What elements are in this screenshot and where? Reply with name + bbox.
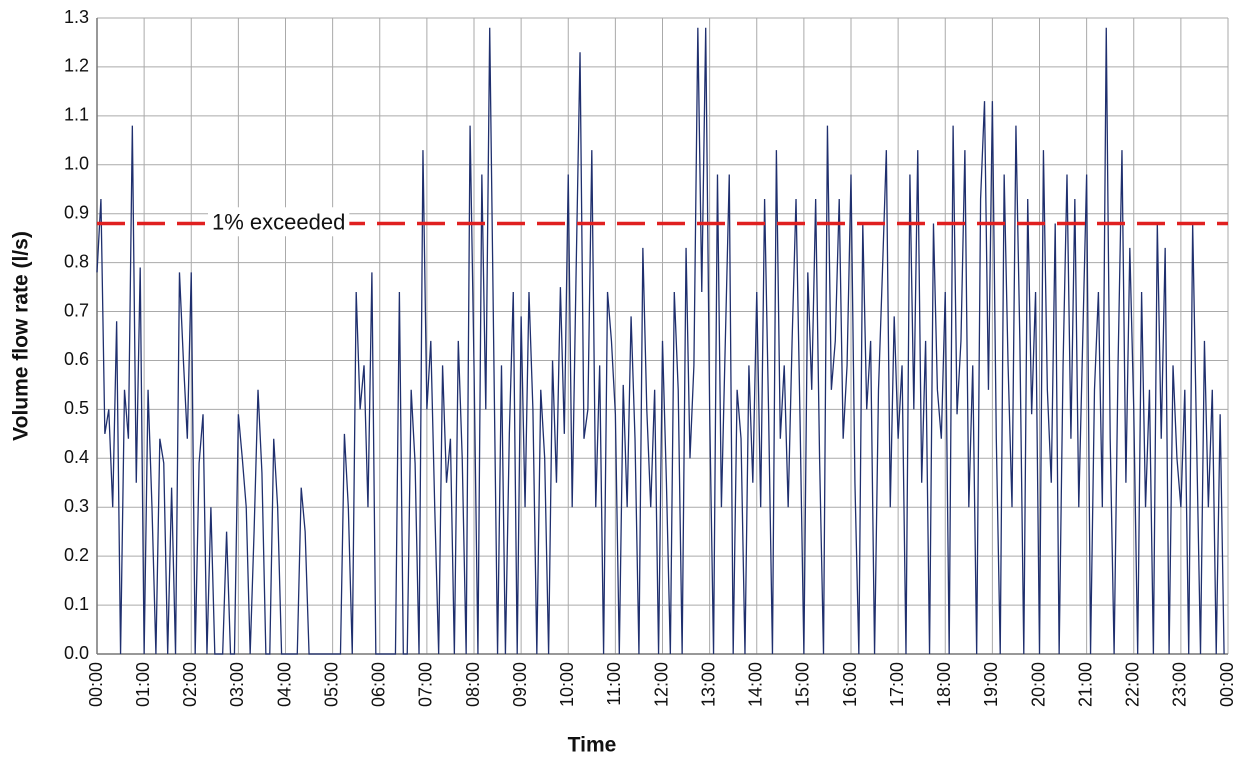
x-tick-label: 06:00 xyxy=(369,662,389,707)
x-tick-label: 00:00 xyxy=(1217,662,1237,707)
x-tick-label: 20:00 xyxy=(1028,662,1048,707)
x-axis-title: Time xyxy=(568,734,617,757)
y-axis-title: Volume flow rate (l/s) xyxy=(10,231,33,441)
x-tick-label: 00:00 xyxy=(86,662,106,707)
x-tick-label: 08:00 xyxy=(463,662,483,707)
x-tick-label: 23:00 xyxy=(1170,662,1190,707)
x-tick-label: 19:00 xyxy=(981,662,1001,707)
x-tick-label: 13:00 xyxy=(698,662,718,707)
x-tick-label: 17:00 xyxy=(887,662,907,707)
y-tick-label: 0.5 xyxy=(64,398,89,418)
y-tick-label: 0.8 xyxy=(64,251,89,271)
x-tick-label: 11:00 xyxy=(604,662,624,706)
x-tick-label: 14:00 xyxy=(746,662,766,707)
y-tick-label: 1.1 xyxy=(64,105,89,125)
y-tick-label: 1.0 xyxy=(64,154,89,174)
y-tick-label: 0.6 xyxy=(64,349,89,369)
threshold-label-bg xyxy=(208,207,350,237)
x-tick-label: 12:00 xyxy=(651,662,671,707)
y-tick-label: 0.1 xyxy=(64,594,89,614)
x-tick-label: 15:00 xyxy=(793,662,813,707)
x-tick-label: 01:00 xyxy=(133,662,153,707)
x-tick-label: 22:00 xyxy=(1123,662,1143,707)
x-tick-label: 09:00 xyxy=(510,662,530,707)
y-tick-label: 0.7 xyxy=(64,300,89,320)
y-tick-label: 0.3 xyxy=(64,496,89,516)
x-tick-label: 16:00 xyxy=(840,662,860,707)
y-tick-label: 0.4 xyxy=(64,447,89,467)
x-tick-label: 02:00 xyxy=(180,662,200,707)
y-tick-label: 0.9 xyxy=(64,202,89,222)
y-tick-label: 1.2 xyxy=(64,56,89,76)
x-tick-label: 05:00 xyxy=(321,662,341,707)
y-tick-label: 0.2 xyxy=(64,545,89,565)
x-tick-label: 18:00 xyxy=(934,662,954,707)
x-tick-label: 10:00 xyxy=(557,662,577,707)
x-tick-label: 07:00 xyxy=(416,662,436,707)
x-tick-label: 04:00 xyxy=(274,662,294,707)
x-tick-label: 03:00 xyxy=(227,662,247,707)
data-line xyxy=(96,27,1225,655)
threshold-label: 1% exceeded xyxy=(212,209,345,234)
x-tick-label: 21:00 xyxy=(1075,662,1095,707)
y-tick-label: 0.0 xyxy=(64,643,89,663)
y-tick-label: 1.3 xyxy=(64,7,89,27)
